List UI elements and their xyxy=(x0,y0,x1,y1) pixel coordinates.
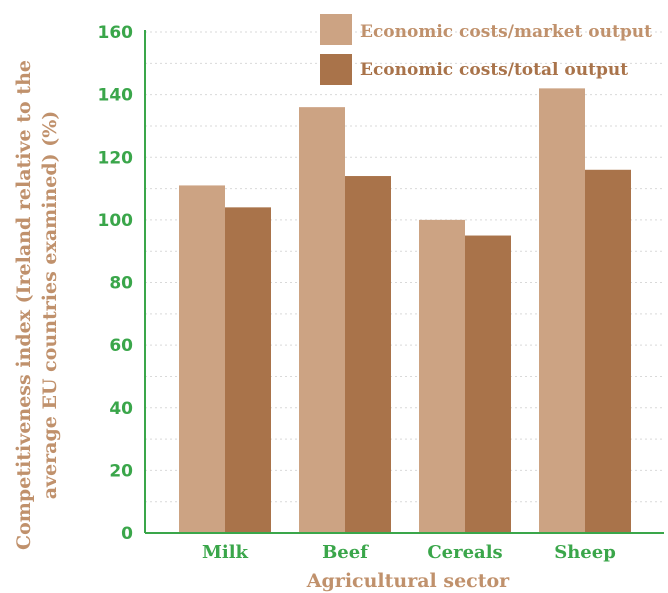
bar-milk-series-2 xyxy=(225,207,271,533)
legend: Economic costs/market output Economic co… xyxy=(320,14,652,85)
y-tick-label: 40 xyxy=(109,399,133,419)
y-axis-title-line-2: average EU countries examined) (%) xyxy=(39,111,61,500)
y-tick-label: 0 xyxy=(121,524,133,544)
bar-cereals-series-1 xyxy=(419,219,465,533)
bar-beef-series-2 xyxy=(345,176,391,533)
x-tick-labels: Milk Beef Cereals Sheep xyxy=(202,542,616,563)
y-tick-labels: 0 20 40 60 80 100 120 140 160 xyxy=(98,23,134,544)
x-axis-title: Agricultural sector xyxy=(306,570,510,592)
y-tick-label: 140 xyxy=(98,86,134,106)
y-tick-label: 160 xyxy=(98,23,134,43)
y-tick-label: 120 xyxy=(98,148,134,168)
legend-swatch-market-output xyxy=(320,14,352,45)
y-tick-label: 20 xyxy=(109,461,133,481)
y-tick-label: 60 xyxy=(109,336,133,356)
bars xyxy=(179,88,631,534)
legend-swatch-total-output xyxy=(320,54,352,85)
y-tick-label: 100 xyxy=(98,211,134,231)
x-tick-label-sheep: Sheep xyxy=(554,542,616,563)
axes xyxy=(144,30,664,534)
x-tick-label-beef: Beef xyxy=(322,542,369,563)
bar-sheep-series-1 xyxy=(539,88,585,534)
y-axis-title-line-1: Competitiveness index (Ireland relative … xyxy=(13,60,35,550)
y-tick-label: 80 xyxy=(109,274,133,294)
y-axis-title: Competitiveness index (Ireland relative … xyxy=(13,60,61,550)
bar-milk-series-1 xyxy=(179,185,225,533)
x-tick-label-cereals: Cereals xyxy=(427,542,502,563)
bar-beef-series-1 xyxy=(299,107,345,534)
bar-sheep-series-2 xyxy=(585,169,631,533)
legend-label-market-output: Economic costs/market output xyxy=(360,22,652,42)
bar-cereals-series-2 xyxy=(465,235,511,533)
legend-label-total-output: Economic costs/total output xyxy=(360,60,628,80)
x-tick-label-milk: Milk xyxy=(202,542,249,563)
